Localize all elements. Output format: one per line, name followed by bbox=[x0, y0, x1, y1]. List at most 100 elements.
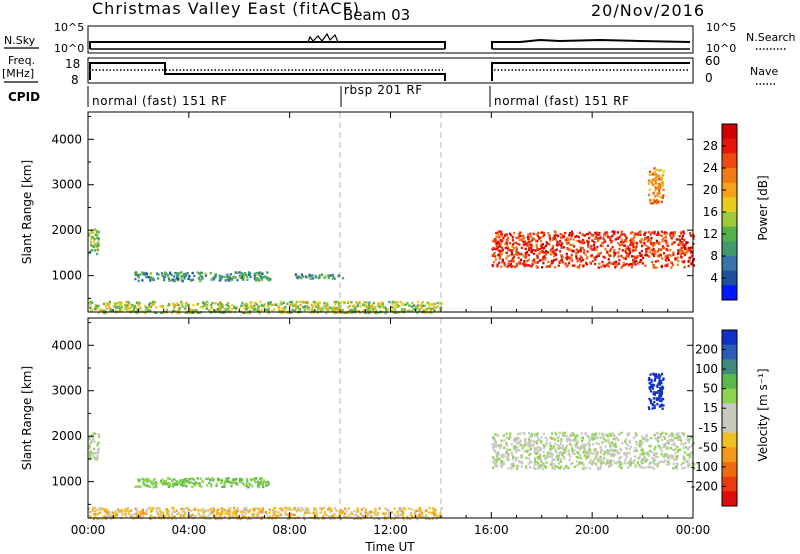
data-cell bbox=[98, 244, 101, 247]
data-cell bbox=[575, 451, 579, 454]
data-cell bbox=[635, 233, 638, 236]
data-cell bbox=[212, 478, 215, 482]
data-cell bbox=[231, 303, 234, 307]
data-cell bbox=[671, 264, 674, 267]
data-cell bbox=[507, 437, 510, 440]
colorbar-tick-label: 100 bbox=[695, 362, 718, 376]
data-cell bbox=[583, 249, 586, 252]
data-cell bbox=[503, 261, 506, 265]
freq-frame bbox=[87, 57, 694, 84]
data-cell bbox=[529, 243, 533, 246]
data-cell bbox=[214, 309, 217, 312]
data-cell bbox=[592, 461, 595, 464]
data-cell bbox=[533, 434, 537, 437]
data-cell bbox=[666, 463, 669, 466]
data-cell bbox=[221, 485, 224, 489]
data-cell bbox=[219, 305, 222, 309]
colorbar-swatch bbox=[722, 359, 737, 375]
data-cell bbox=[231, 482, 234, 485]
data-cell bbox=[281, 509, 284, 512]
data-cell bbox=[390, 517, 393, 520]
data-cell bbox=[656, 403, 659, 406]
data-cell bbox=[390, 306, 393, 309]
data-cell bbox=[179, 479, 182, 482]
data-cell bbox=[540, 436, 543, 439]
data-cell bbox=[659, 386, 662, 390]
data-cell bbox=[177, 481, 180, 484]
data-cell bbox=[245, 484, 248, 488]
data-cell bbox=[655, 239, 658, 243]
data-cell bbox=[570, 253, 573, 257]
data-cell bbox=[559, 459, 563, 463]
data-cell bbox=[558, 453, 561, 457]
data-cell bbox=[139, 510, 142, 513]
data-cell bbox=[542, 464, 545, 467]
data-cell bbox=[433, 510, 436, 513]
data-cell bbox=[206, 305, 209, 308]
data-cell bbox=[114, 510, 117, 513]
data-cell bbox=[221, 509, 224, 512]
data-cell bbox=[583, 234, 586, 237]
data-cell bbox=[624, 458, 627, 462]
data-cell bbox=[647, 231, 650, 234]
data-cell bbox=[657, 382, 660, 386]
data-cell bbox=[202, 480, 205, 484]
data-cell bbox=[397, 514, 400, 517]
data-cell bbox=[309, 277, 312, 280]
data-cell bbox=[610, 463, 613, 466]
data-cell bbox=[564, 431, 567, 435]
nsky-panel: N.Sky 10^5 10^0 10^5 10^0 N.Search bbox=[4, 21, 796, 55]
data-cell bbox=[378, 507, 381, 510]
data-cell bbox=[393, 513, 396, 516]
data-cell bbox=[515, 252, 518, 256]
data-cell bbox=[558, 467, 561, 470]
data-cell bbox=[421, 512, 424, 515]
data-cell bbox=[535, 243, 538, 247]
data-cell bbox=[320, 273, 324, 276]
data-cell bbox=[104, 510, 107, 513]
data-cell bbox=[493, 458, 496, 461]
data-cell bbox=[143, 479, 146, 483]
data-cell bbox=[579, 447, 583, 450]
data-cell bbox=[651, 383, 655, 386]
data-cell bbox=[396, 510, 399, 513]
data-cell bbox=[496, 444, 499, 448]
data-cell bbox=[149, 514, 153, 517]
data-cell bbox=[581, 246, 584, 250]
data-cell bbox=[614, 445, 617, 449]
data-cell bbox=[624, 250, 627, 253]
data-cell bbox=[658, 376, 661, 380]
data-cell bbox=[608, 449, 611, 453]
data-cell bbox=[509, 262, 512, 266]
data-cell bbox=[112, 305, 115, 308]
data-cell bbox=[576, 464, 579, 467]
data-cell bbox=[540, 244, 543, 247]
data-cell bbox=[146, 477, 149, 480]
data-cell bbox=[88, 232, 91, 235]
data-cell bbox=[416, 307, 419, 310]
data-cell bbox=[610, 434, 613, 437]
data-cell bbox=[636, 232, 639, 235]
data-cell bbox=[494, 441, 497, 444]
data-cell bbox=[687, 465, 690, 468]
data-cell bbox=[202, 510, 205, 514]
data-cell bbox=[175, 480, 178, 483]
data-cell bbox=[196, 303, 199, 306]
data-cell bbox=[602, 237, 605, 240]
data-cell bbox=[515, 467, 519, 470]
data-cell bbox=[677, 249, 680, 252]
data-cell bbox=[230, 484, 233, 488]
data-cell bbox=[549, 441, 552, 445]
data-cell bbox=[218, 478, 222, 481]
data-cell bbox=[665, 447, 668, 450]
data-cell bbox=[601, 460, 604, 463]
data-cell bbox=[515, 262, 518, 266]
data-cell bbox=[156, 511, 159, 514]
data-cell bbox=[225, 509, 228, 513]
data-cell bbox=[525, 467, 528, 470]
data-cell bbox=[685, 241, 688, 244]
data-cell bbox=[587, 453, 590, 457]
data-cell bbox=[638, 231, 641, 234]
data-cell bbox=[494, 255, 497, 258]
data-cell bbox=[260, 278, 264, 281]
